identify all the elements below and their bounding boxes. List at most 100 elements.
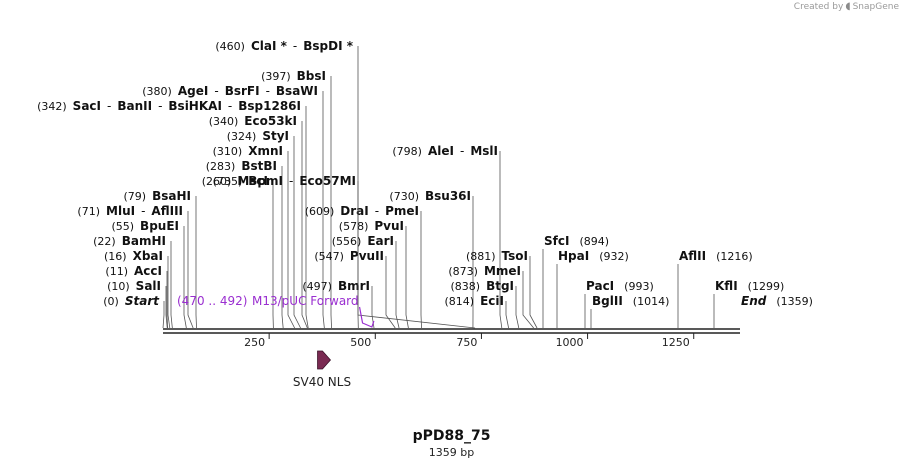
snapgene-logo-icon: ◖ [845,1,851,12]
site-name-mlui: MluI [106,204,135,218]
site-position-styi: (324) [227,130,257,143]
site-separator: - [228,99,232,113]
site-line-ecii [505,301,509,329]
site-position-xbai: (16) [104,250,127,263]
site-name-saci: SacI [73,99,101,113]
site-line-bpuei [183,226,187,329]
site-name-end: End [741,294,767,308]
site-position-eari: (556) [332,235,362,248]
site-line-mmei [522,271,534,329]
site-name-xmni: XmnI [248,144,283,158]
site-line-xbai [167,256,171,329]
site-name-alei: AleI [428,144,454,158]
site-position-acci: (11) [105,265,128,278]
site-name-bstbi: BstBI [241,159,277,173]
sv40-nls-feature-arrow[interactable] [317,350,331,370]
site-position-msci: (260) [202,175,232,188]
site-name-drai: DraI [340,204,368,218]
site-line-pvuii [385,256,396,329]
site-separator: - [107,99,111,113]
site-name-btgi: BtgI [486,279,514,293]
site-position-agei-bsrfi-bsawi: (380) [142,85,172,98]
site-position-tsoi: (881) [466,250,496,263]
site-line-bpmi-eco57mi [357,181,476,329]
site-name-pvui: PvuI [374,219,404,233]
primer-range: (470 .. 492) [177,294,247,308]
site-position-start: (0) [103,295,119,308]
site-name-aflii: AflII [679,249,706,263]
site-name-bmri: BmrI [338,279,370,293]
site-position-sfci: (894) [579,235,609,248]
site-line-btgi [515,286,520,329]
site-position-paci: (993) [624,280,654,293]
site-line-eco53ki [301,121,308,329]
plasmid-name: pPD88_75 [412,428,491,444]
site-line-pvui [405,226,409,329]
site-name-hpai: HpaI [558,249,589,263]
site-position-mmei: (873) [448,265,478,278]
site-position-end: (1359) [776,295,813,308]
site-separator: - [158,99,162,113]
site-position-ecii: (814) [445,295,475,308]
site-name-eari: EarI [367,234,394,248]
primer-arrow [358,306,375,328]
site-name-tsoi: TsoI [502,249,528,263]
site-position-eco53ki: (340) [209,115,239,128]
feature-label: SV40 NLS [293,375,351,389]
ruler-tick-label: 250 [244,336,265,349]
site-position-bglii: (1014) [633,295,670,308]
site-name-mmei: MmeI [484,264,521,278]
site-position-bpmi-eco57mi: (735) [213,175,243,188]
site-position-sali: (10) [107,280,130,293]
site-name-sfci: SfcI [544,234,569,248]
site-name-bamhi: BamHI [122,234,166,248]
site-line-sali [165,286,168,329]
ruler-tick-label: 1000 [556,336,584,349]
site-line-acci [166,271,169,329]
site-name-bsahi: BsaHI [152,189,191,203]
site-position-clai-bspdi: (460) [215,40,245,53]
site-position-aflii: (1216) [716,250,753,263]
site-name-start: Start [125,294,160,308]
site-line-mlui-afliii [187,211,194,329]
site-line-agei-bsrfi-bsawi [322,91,325,329]
site-line-drai-pmei [420,211,422,329]
site-name-pmei: PmeI [385,204,419,218]
site-line-tsoi [529,256,538,329]
ruler-tick-label: 500 [350,336,371,349]
site-separator: - [214,84,218,98]
site-position-bmri: (497) [302,280,332,293]
site-name-msci: MscI [237,174,268,188]
site-position-bpuei: (55) [111,220,134,233]
site-line-bbsi [330,76,332,329]
site-line-saci-banii-bsihkai-bsp1286i [305,106,309,329]
plasmid-length: 1359 bp [428,446,475,459]
site-name-bspdi: BspDI * [303,39,353,53]
site-name-bpmi: BpmI [248,174,283,188]
site-line-xmni [287,151,295,329]
site-name-bsihkai: BsiHKAI [168,99,222,113]
site-separator: - [375,204,379,218]
site-position-bsu36i: (730) [389,190,419,203]
site-name-bsu36i: Bsu36I [425,189,471,203]
site-name-bbsi: BbsI [297,69,326,83]
snapgene-credit: Created by ◖ SnapGene [794,1,899,12]
site-position-bsahi: (79) [124,190,147,203]
site-position-kfli: (1299) [748,280,785,293]
site-line-start [162,301,165,329]
site-name-afliii: AflIII [151,204,183,218]
primer-name: M13/pUC Forward [252,294,359,308]
site-position-pvui: (578) [339,220,369,233]
site-name-styi: StyI [262,129,289,143]
site-name-eco57mi: Eco57MI [299,174,356,188]
site-name-bpuei: BpuEI [140,219,179,233]
site-name-xbai: XbaI [133,249,163,263]
site-line-styi [293,136,301,329]
site-name-eco53ki: Eco53kI [244,114,297,128]
site-separator: - [293,39,297,53]
site-line-eari [395,241,400,329]
credit-text: Created by [793,1,844,12]
site-position-saci-banii-bsihkai-bsp1286i: (342) [37,100,67,113]
credit-brand: SnapGene [852,1,899,12]
